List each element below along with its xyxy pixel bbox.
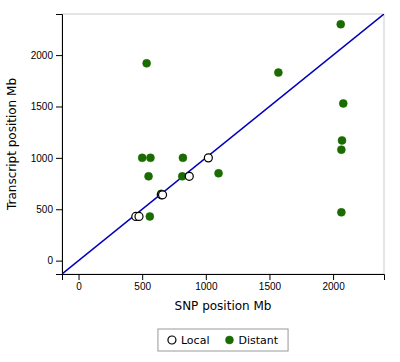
point [185, 172, 193, 180]
point [146, 212, 154, 220]
tick: 1000 [31, 153, 62, 164]
tick: 0 [76, 274, 82, 292]
point [179, 154, 187, 162]
tick-mark [56, 55, 62, 56]
x-axis: 0 500 1000 1500 2000 [63, 274, 385, 292]
point [337, 208, 345, 216]
point [204, 154, 212, 162]
point [135, 212, 143, 220]
point [337, 146, 345, 154]
legend-symbol [225, 336, 233, 344]
x-axis-title: SNP position Mb [175, 299, 272, 313]
point [138, 154, 146, 162]
point [338, 136, 346, 144]
legend-symbol [168, 336, 176, 344]
tick: 2000 [31, 50, 62, 61]
tick: 500 [36, 204, 62, 215]
plot-area: 0 500 1000 1500 2000 0 500 1000 1500 2000 [31, 14, 385, 292]
tick: 1500 [259, 274, 282, 292]
tick-mark [56, 209, 62, 210]
tick: 1500 [31, 101, 62, 112]
tick: 2000 [322, 274, 345, 292]
tick-mark [269, 274, 270, 280]
point [143, 59, 151, 67]
point [337, 20, 345, 28]
tick: 1000 [195, 274, 218, 292]
y-axis: 0 500 1000 1500 2000 [31, 15, 63, 275]
tick-label: 2000 [322, 281, 345, 292]
tick-mark [79, 274, 80, 280]
legend-label: Distant [238, 334, 278, 347]
tick-label: 500 [36, 204, 53, 215]
tick-label: 2000 [31, 50, 54, 61]
point [159, 191, 167, 199]
chart: 0 500 1000 1500 2000 0 500 1000 1500 2000 SNP posi… [0, 0, 400, 362]
marks [62, 14, 384, 274]
tick-mark [142, 274, 143, 280]
point [339, 99, 347, 107]
legend-label: Local [181, 334, 210, 347]
tick-label: 1000 [195, 281, 218, 292]
reference-line [62, 14, 384, 274]
tick-label: 0 [76, 281, 82, 292]
series [132, 154, 213, 221]
tick-mark [56, 261, 62, 262]
axis-line [56, 15, 63, 275]
point [146, 154, 154, 162]
tick-mark [56, 158, 62, 159]
tick: 0 [47, 255, 62, 266]
tick-mark [206, 274, 207, 280]
y-axis-title: Transcript position Mb [5, 78, 19, 211]
axis-line [63, 275, 385, 281]
tick-label: 500 [134, 281, 151, 292]
series [138, 20, 347, 220]
tick-label: 1500 [259, 281, 282, 292]
tick: 500 [134, 274, 151, 292]
tick-label: 1000 [31, 153, 54, 164]
tick-mark [56, 106, 62, 107]
point [215, 169, 223, 177]
point [145, 172, 153, 180]
point [274, 69, 282, 77]
tick-label: 0 [47, 255, 53, 266]
legend: Local Distant [158, 329, 288, 351]
plot-frame [62, 14, 384, 274]
legend-box [158, 329, 288, 351]
tick-mark [333, 274, 334, 280]
tick-label: 1500 [31, 101, 54, 112]
